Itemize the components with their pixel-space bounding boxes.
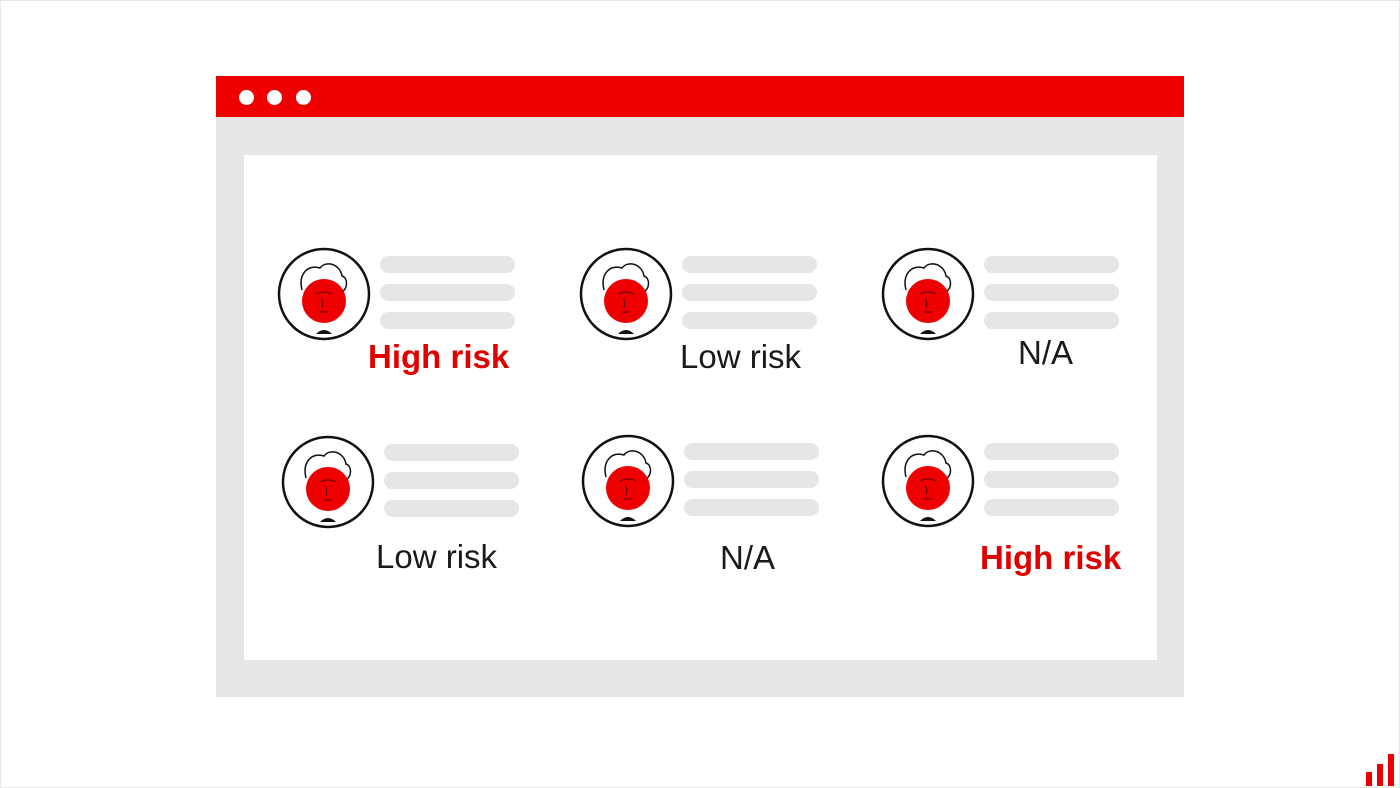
window-control-dot[interactable] — [239, 90, 254, 105]
user-card[interactable]: N/A — [880, 246, 1130, 396]
user-avatar-icon — [579, 247, 673, 341]
user-card[interactable]: Low risk — [578, 246, 828, 396]
placeholder-line — [682, 256, 817, 273]
placeholder-line — [682, 312, 817, 329]
user-avatar-icon — [581, 434, 675, 528]
content-panel: High risk Low risk — [244, 155, 1157, 660]
placeholder-line — [684, 443, 819, 460]
risk-label: Low risk — [680, 338, 802, 375]
placeholder-line — [984, 443, 1119, 460]
risk-label: N/A — [720, 539, 776, 576]
placeholder-line — [384, 444, 519, 461]
placeholder-line — [984, 312, 1119, 329]
user-card[interactable]: N/A — [580, 433, 830, 583]
risk-label: High risk — [980, 539, 1122, 576]
user-avatar-icon — [881, 434, 975, 528]
placeholder-line — [984, 471, 1119, 488]
risk-label: N/A — [1018, 334, 1074, 371]
user-avatar-icon — [281, 435, 375, 529]
placeholder-line — [384, 472, 519, 489]
placeholder-line — [380, 256, 515, 273]
user-card[interactable]: High risk — [880, 433, 1130, 583]
placeholder-line — [984, 284, 1119, 301]
placeholder-line — [984, 499, 1119, 516]
placeholder-line — [684, 499, 819, 516]
placeholder-line — [684, 471, 819, 488]
placeholder-line — [384, 500, 519, 517]
risk-label: Low risk — [376, 538, 498, 575]
bar-chart-logo-icon — [1366, 754, 1394, 786]
placeholder-line — [984, 256, 1119, 273]
user-avatar-icon — [277, 247, 371, 341]
placeholder-line — [682, 284, 817, 301]
window-control-dot[interactable] — [296, 90, 311, 105]
risk-label: High risk — [368, 338, 510, 375]
browser-window: High risk Low risk — [216, 76, 1184, 697]
user-avatar-icon — [881, 247, 975, 341]
window-titlebar — [216, 76, 1184, 117]
user-card[interactable]: High risk — [276, 246, 526, 396]
placeholder-line — [380, 284, 515, 301]
window-control-dot[interactable] — [267, 90, 282, 105]
user-card[interactable]: Low risk — [280, 434, 530, 584]
placeholder-line — [380, 312, 515, 329]
